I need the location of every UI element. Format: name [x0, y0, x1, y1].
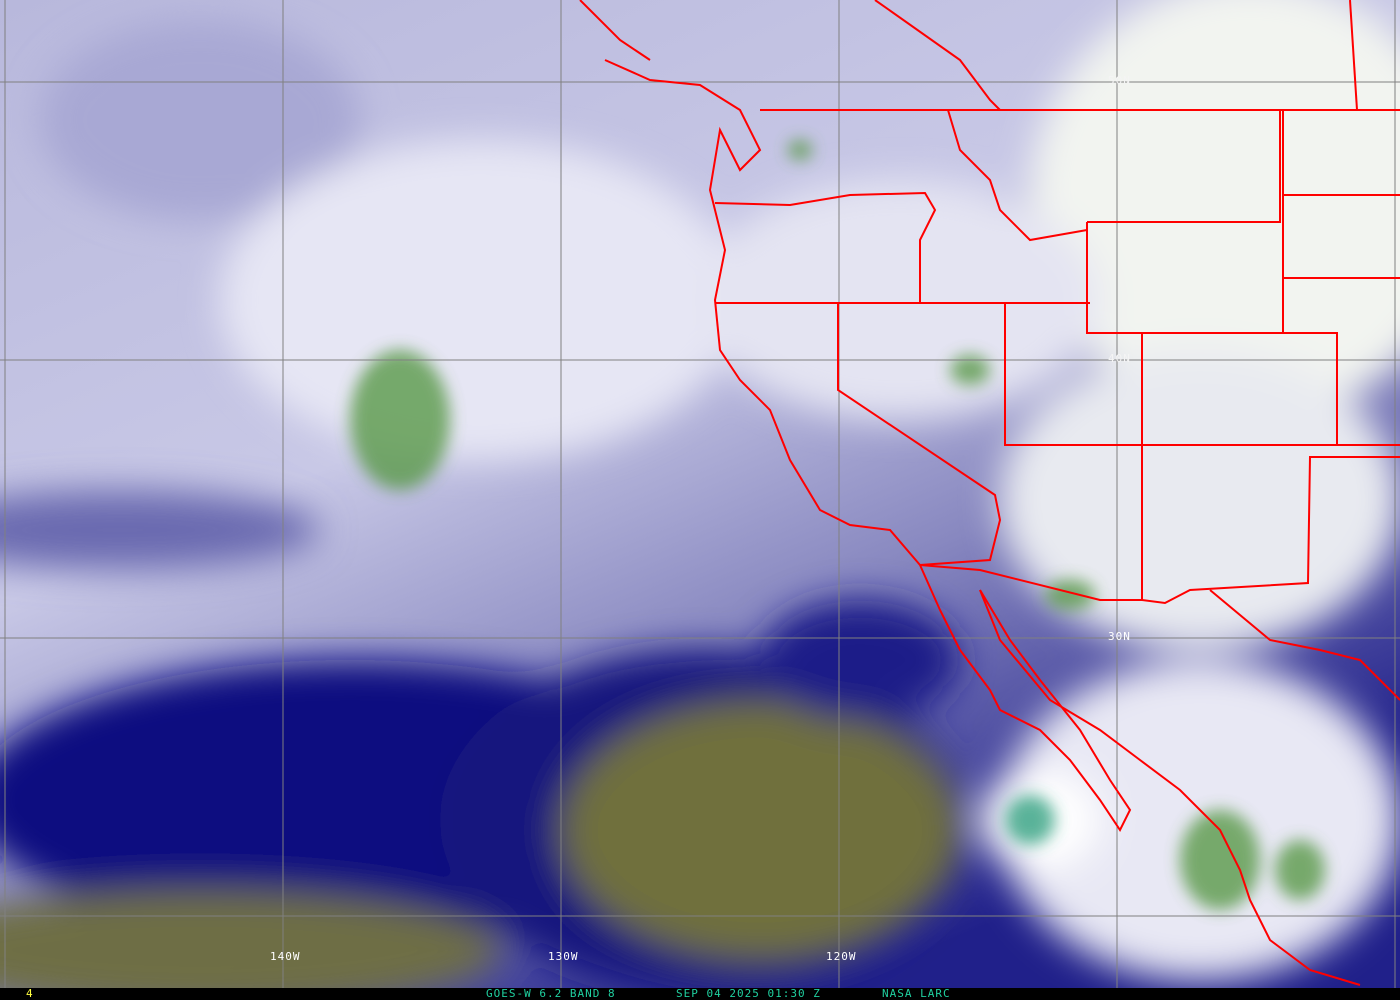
lon-label-140w: 140W: [270, 950, 301, 963]
source-caption: NASA LARC: [882, 987, 951, 1000]
lat-label-30n: 30N: [1108, 630, 1131, 643]
frame-number: 4: [26, 987, 34, 1000]
lat-label-50n: 50N: [1108, 74, 1131, 87]
political-borders: [579, 0, 1400, 986]
lat-label-40n: 40N: [1108, 352, 1131, 365]
lon-label-120w: 120W: [826, 950, 857, 963]
datetime-caption: SEP 04 2025 01:30 Z: [676, 987, 821, 1000]
satellite-caption: GOES-W 6.2 BAND 8: [486, 987, 616, 1000]
lon-label-130w: 130W: [548, 950, 579, 963]
caption-bar: 4 GOES-W 6.2 BAND 8 SEP 04 2025 01:30 Z …: [0, 987, 1400, 1000]
